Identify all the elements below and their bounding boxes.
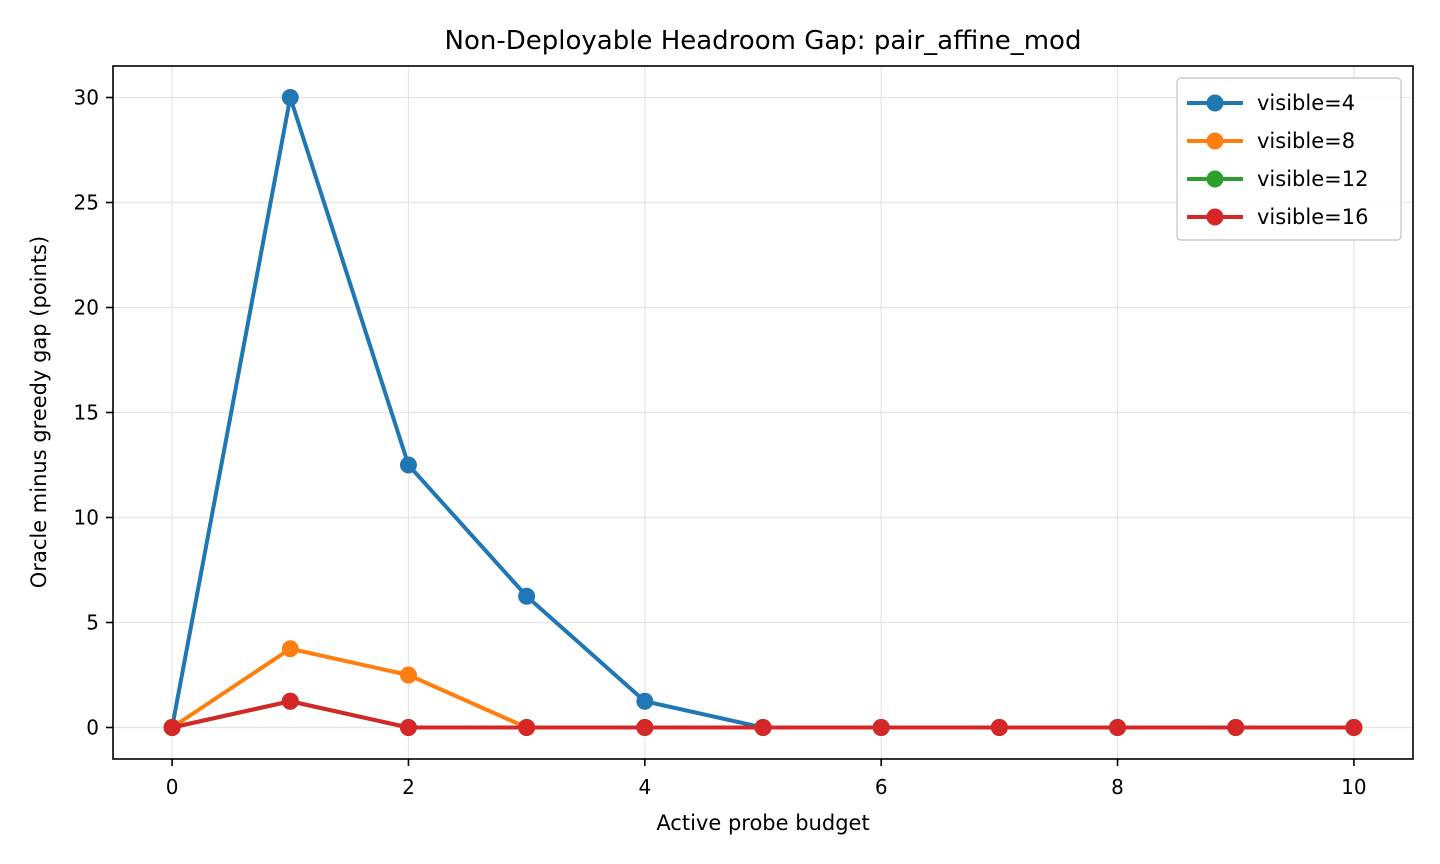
data-point-series-4	[281, 692, 299, 710]
legend-marker	[1206, 208, 1224, 226]
data-point-series-1	[399, 456, 417, 474]
legend-item: visible=8	[1187, 129, 1355, 153]
y-tick-label: 25	[74, 191, 99, 215]
data-point-series-1	[636, 692, 654, 710]
data-point-series-4	[399, 719, 417, 736]
y-tick-label: 20	[74, 296, 99, 320]
y-tick-label: 15	[74, 401, 99, 425]
y-tick-label: 0	[86, 716, 99, 740]
x-tick-label: 0	[166, 775, 179, 799]
legend-label: visible=4	[1257, 91, 1355, 115]
legend-item: visible=16	[1187, 205, 1368, 229]
x-tick-label: 8	[1111, 775, 1124, 799]
legend-item: visible=4	[1187, 91, 1355, 115]
legend-label: visible=12	[1257, 167, 1368, 191]
data-point-series-4	[636, 719, 654, 736]
legend-item: visible=12	[1187, 167, 1368, 191]
x-tick-label: 6	[875, 775, 888, 799]
chart-title: Non-Deployable Headroom Gap: pair_affine…	[445, 26, 1082, 56]
data-point-series-4	[990, 719, 1008, 736]
legend-marker	[1206, 170, 1224, 188]
x-tick-label: 10	[1341, 775, 1366, 799]
data-point-series-4	[754, 719, 772, 736]
data-point-series-1	[518, 587, 536, 605]
legend-box	[1176, 77, 1402, 241]
data-point-series-4	[1109, 719, 1127, 736]
data-point-series-1	[281, 89, 299, 106]
data-point-series-4	[1345, 719, 1363, 736]
data-point-series-2	[281, 640, 299, 658]
y-tick-label: 5	[86, 611, 99, 635]
data-point-series-4	[163, 719, 181, 736]
legend-marker	[1206, 94, 1224, 112]
data-point-series-4	[872, 719, 890, 736]
y-tick-label: 10	[74, 506, 99, 530]
y-tick-label: 30	[74, 86, 99, 110]
legend-label: visible=16	[1257, 205, 1368, 229]
data-point-series-2	[399, 666, 417, 684]
data-point-series-4	[518, 719, 536, 736]
x-axis-label: Active probe budget	[656, 811, 869, 835]
x-tick-label: 4	[638, 775, 651, 799]
legend-label: visible=8	[1257, 129, 1355, 153]
data-point-series-4	[1227, 719, 1245, 736]
legend-marker	[1206, 132, 1224, 150]
x-tick-label: 2	[402, 775, 415, 799]
legend: visible=4 visible=8 visible=12 visible=16	[1176, 77, 1402, 241]
y-axis-label: Oracle minus greedy gap (points)	[27, 236, 51, 588]
